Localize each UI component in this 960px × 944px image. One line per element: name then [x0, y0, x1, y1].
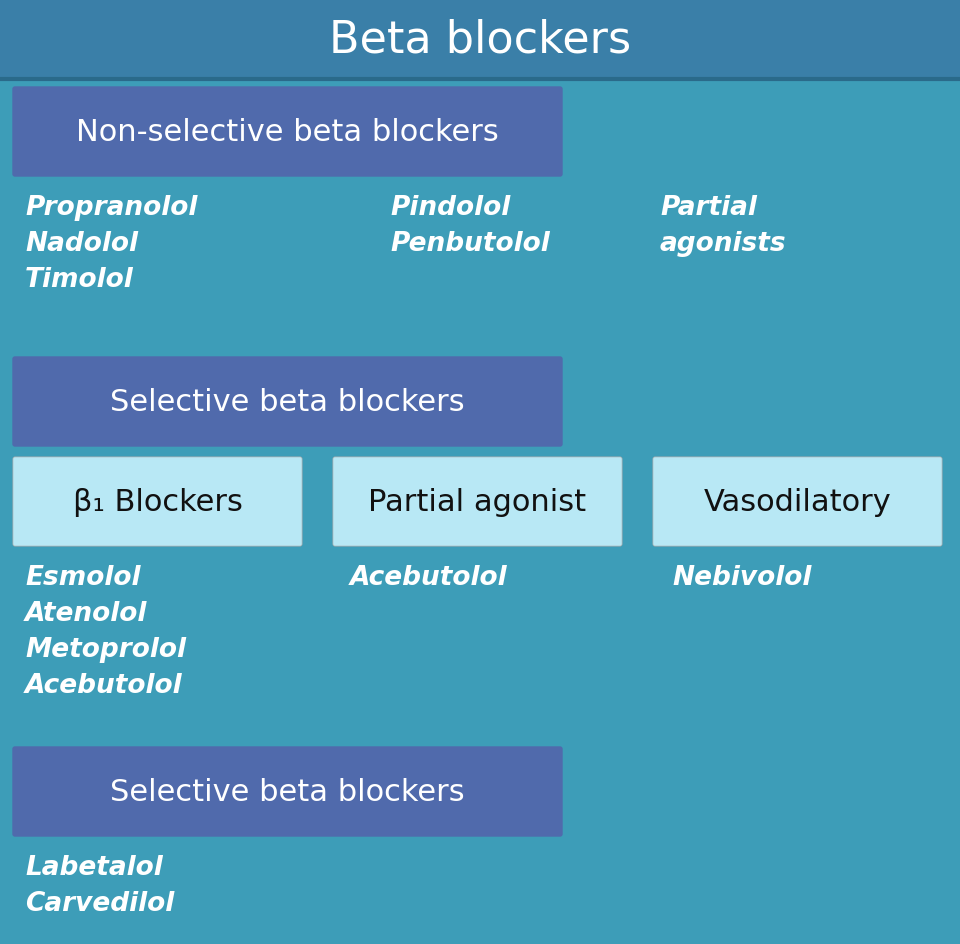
Text: Nebivolol: Nebivolol: [672, 565, 811, 590]
Text: Vasodilatory: Vasodilatory: [704, 487, 892, 516]
Bar: [0, 0, 960, 80]
Text: Beta blockers: Beta blockers: [329, 19, 631, 61]
Text: Pindolol
Penbutolol: Pindolol Penbutolol: [390, 194, 550, 257]
Text: Partial
agonists: Partial agonists: [660, 194, 786, 257]
FancyBboxPatch shape: [12, 87, 563, 177]
FancyBboxPatch shape: [12, 458, 302, 547]
Text: Selective beta blockers: Selective beta blockers: [110, 777, 465, 806]
Text: Partial agonist: Partial agonist: [369, 487, 587, 516]
Text: Non-selective beta blockers: Non-selective beta blockers: [76, 118, 499, 147]
Text: Propranolol
Nadolol
Timolol: Propranolol Nadolol Timolol: [25, 194, 198, 293]
FancyBboxPatch shape: [12, 357, 563, 447]
Text: β₁ Blockers: β₁ Blockers: [73, 487, 243, 516]
FancyBboxPatch shape: [12, 747, 563, 836]
Text: Labetalol
Carvedilol: Labetalol Carvedilol: [25, 854, 175, 916]
Text: Acebutolol: Acebutolol: [350, 565, 508, 590]
Text: Selective beta blockers: Selective beta blockers: [110, 388, 465, 416]
FancyBboxPatch shape: [653, 458, 942, 547]
Text: Esmolol
Atenolol
Metoprolol
Acebutolol: Esmolol Atenolol Metoprolol Acebutolol: [25, 565, 186, 699]
FancyBboxPatch shape: [333, 458, 622, 547]
